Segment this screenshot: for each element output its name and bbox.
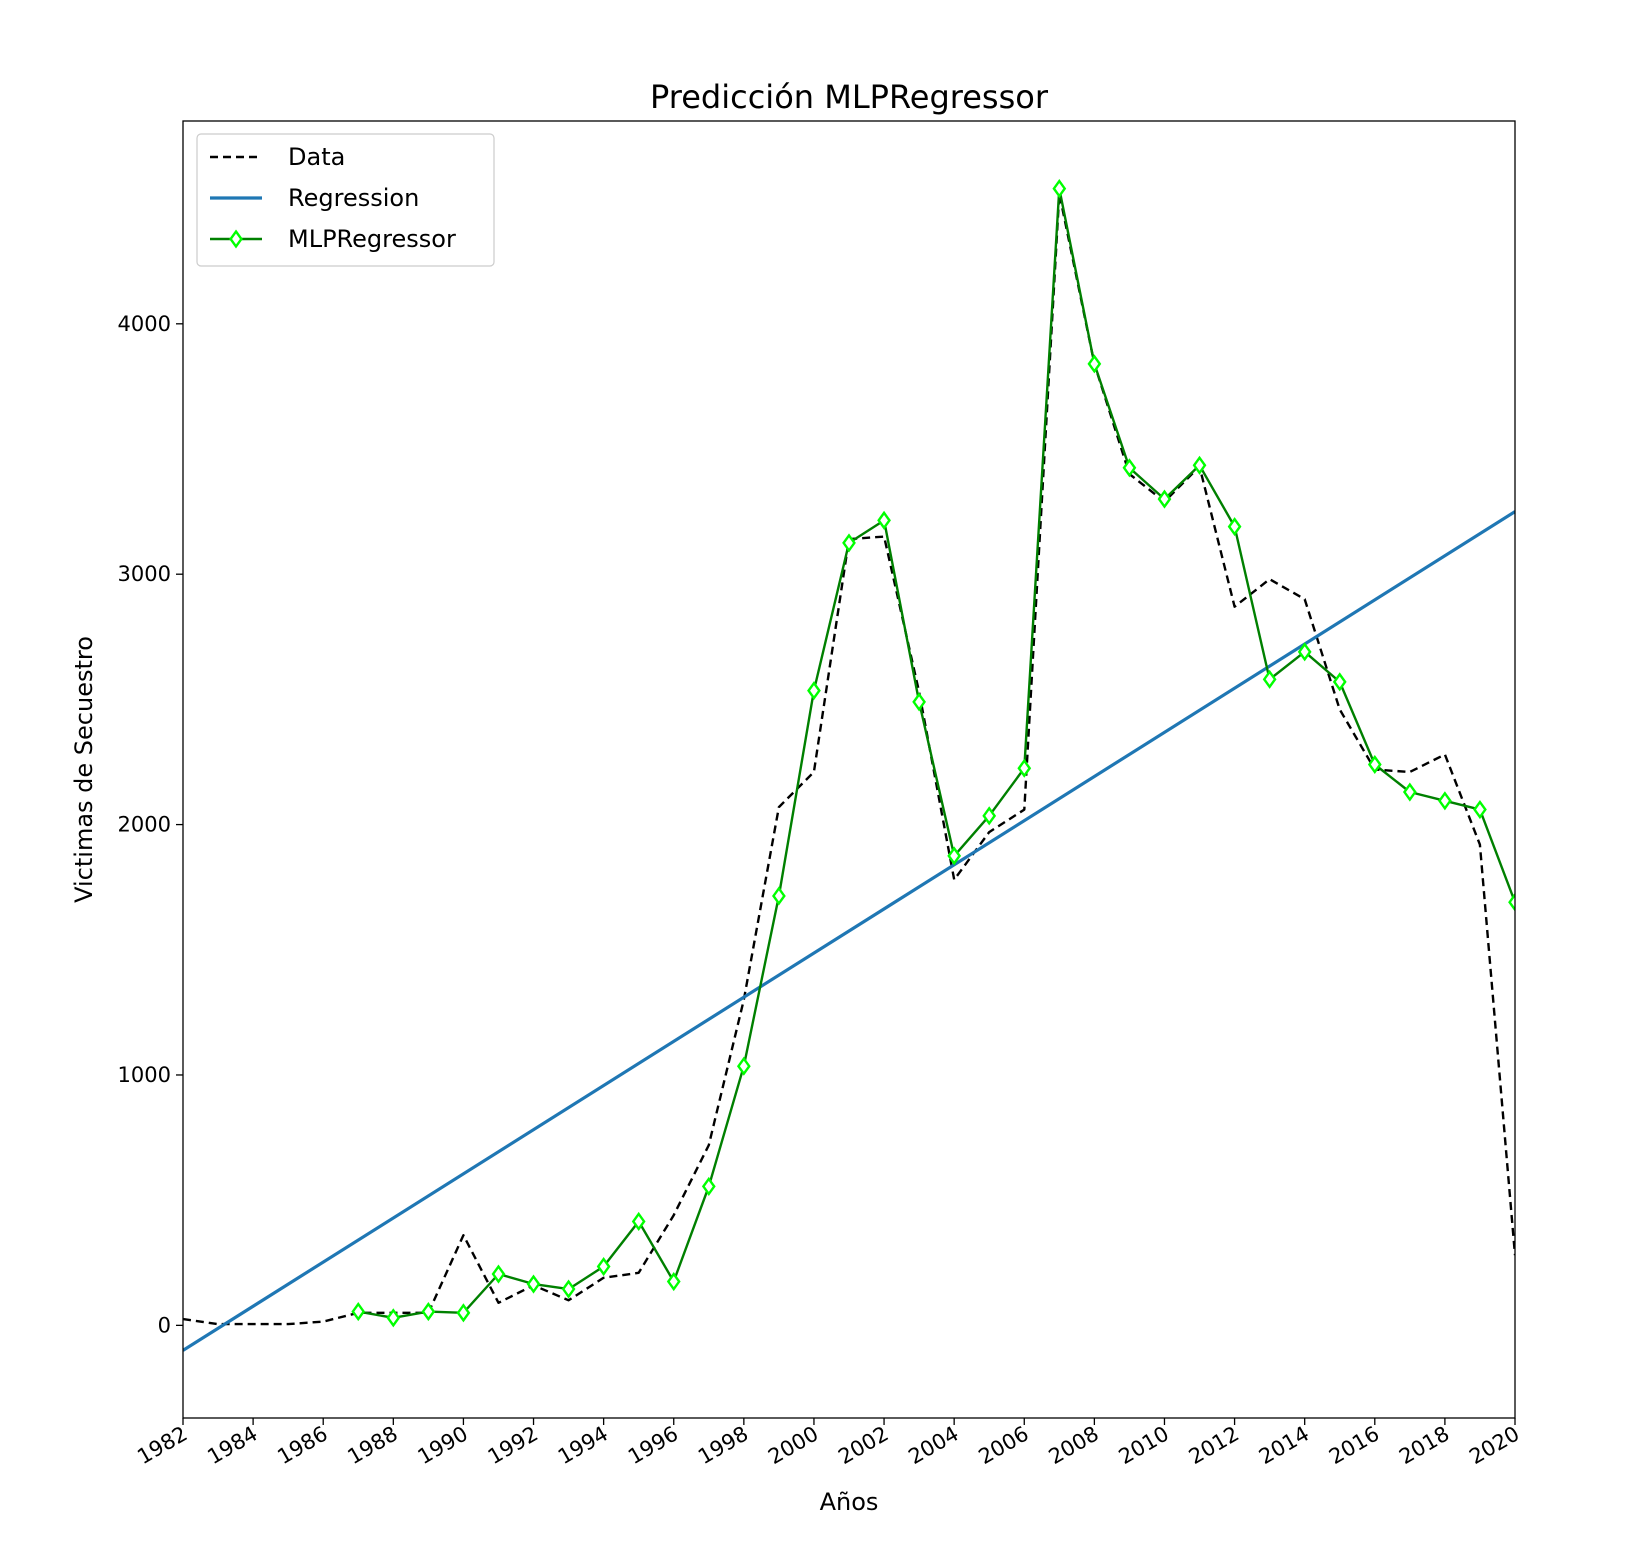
series-line-mlpregressor — [358, 187, 1515, 1320]
y-tick-label-4000: 4000 — [118, 312, 171, 336]
legend-box — [196, 133, 495, 267]
point-mlpregressor-2014 — [1297, 642, 1312, 662]
point-mlpregressor-2008 — [1087, 354, 1102, 374]
legend-item-regression: Regression — [210, 184, 419, 212]
point-mlpregressor-2007 — [1052, 179, 1067, 199]
legend-label-regression: Regression — [288, 184, 419, 212]
series-regression — [183, 510, 1515, 1352]
x-axis-label: Años — [820, 1488, 879, 1516]
point-mlpregressor-2002 — [877, 510, 891, 530]
point-mlpregressor-1997 — [701, 1176, 716, 1196]
series-line-regression — [183, 510, 1515, 1352]
legend-item-mlpregressor: MLPRegressor — [210, 225, 456, 253]
point-mlpregressor-2009 — [1122, 458, 1137, 478]
legend-label-mlpregressor: MLPRegressor — [288, 225, 456, 253]
y-tick-label-1000: 1000 — [118, 1063, 171, 1087]
point-mlpregressor-2020 — [1508, 892, 1515, 912]
point-mlpregressor-2000 — [807, 681, 821, 701]
point-mlpregressor-2004 — [947, 846, 962, 866]
point-mlpregressor-1996 — [666, 1271, 681, 1292]
point-mlpregressor-2011 — [1192, 455, 1207, 475]
point-mlpregressor-2019 — [1473, 800, 1487, 820]
point-mlpregressor-2017 — [1402, 782, 1417, 802]
y-axis-label: Victimas de Secuestro — [70, 636, 98, 903]
point-mlpregressor-1999 — [772, 886, 786, 906]
point-mlpregressor-1988 — [386, 1308, 401, 1328]
point-mlpregressor-1989 — [421, 1302, 436, 1322]
point-mlpregressor-1994 — [596, 1256, 611, 1277]
series-data — [183, 192, 1515, 1326]
series-layer — [183, 179, 1515, 1352]
point-mlpregressor-2013 — [1262, 669, 1277, 689]
point-mlpregressor-1992 — [526, 1274, 541, 1294]
point-mlpregressor-1995 — [631, 1211, 646, 1232]
point-mlpregressor-2015 — [1332, 672, 1347, 692]
point-mlpregressor-2005 — [982, 806, 997, 826]
point-mlpregressor-1991 — [491, 1264, 506, 1284]
point-mlpregressor-2018 — [1438, 791, 1452, 811]
point-mlpregressor-2012 — [1227, 517, 1242, 537]
point-mlpregressor-1990 — [456, 1303, 471, 1323]
point-mlpregressor-2003 — [912, 692, 926, 712]
point-mlpregressor-2016 — [1367, 754, 1382, 775]
point-mlpregressor-1993 — [561, 1279, 576, 1299]
series-line-data — [183, 192, 1515, 1326]
series-mlpregressor — [351, 179, 1515, 1328]
y-tick-label-2000: 2000 — [118, 813, 171, 837]
legend-label-data: Data — [288, 143, 345, 171]
point-mlpregressor-2001 — [842, 533, 856, 553]
legend-marker-mlpregressor — [229, 229, 243, 249]
point-mlpregressor-1987 — [351, 1302, 366, 1322]
chart-title: Predicción MLPRegressor — [650, 78, 1049, 116]
y-tick-label-0: 0 — [158, 1313, 171, 1337]
legend-item-data: Data — [210, 143, 345, 171]
point-mlpregressor-1998 — [736, 1056, 751, 1076]
plot-area — [183, 179, 1515, 1352]
y-tick-label-3000: 3000 — [118, 562, 171, 586]
legend: Data Regression MLPRegressor — [196, 133, 495, 267]
plot-frame — [182, 120, 1516, 1419]
point-mlpregressor-2010 — [1157, 489, 1172, 509]
point-mlpregressor-2006 — [1017, 758, 1032, 778]
